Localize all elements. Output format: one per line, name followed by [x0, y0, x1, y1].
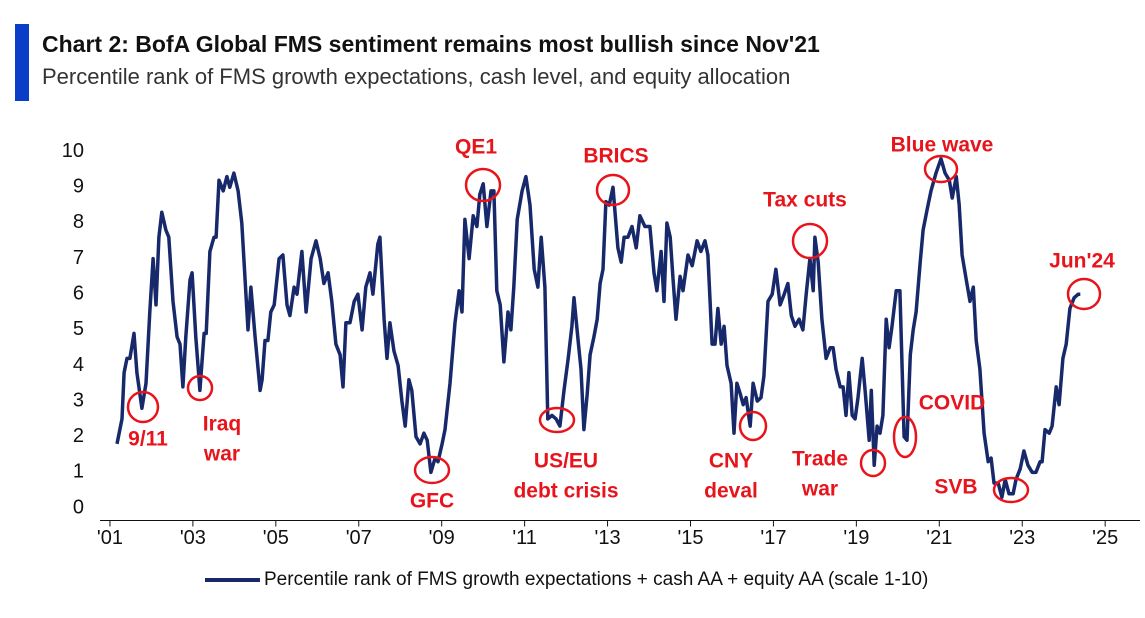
y-tick-label: 9: [73, 176, 84, 198]
annotation-label: 9/11: [128, 428, 168, 451]
x-tick-label: '11: [512, 527, 537, 549]
annotation-label: Tax cuts: [763, 189, 847, 212]
x-tick-label: '21: [926, 527, 952, 549]
y-tick-label: 7: [73, 247, 84, 269]
annotation-label: COVID: [919, 392, 986, 415]
y-tick-label: 10: [62, 140, 84, 162]
chart-subtitle: Percentile rank of FMS growth expectatio…: [42, 64, 790, 89]
annotation-label: debt crisis: [513, 480, 618, 503]
x-tick-label: '05: [263, 527, 289, 549]
annotation-label: GFC: [410, 490, 454, 513]
annotation-label: Blue wave: [891, 134, 994, 157]
annotation-circle: [413, 455, 451, 485]
y-tick-label: 6: [73, 283, 84, 305]
annotation-circle: [892, 415, 918, 459]
annotation-label: QE1: [455, 136, 497, 159]
annotation-label: CNY: [709, 450, 753, 473]
x-tick-label: '15: [677, 527, 703, 549]
annotation-label: US/EU: [534, 450, 598, 473]
y-tick-label: 5: [73, 318, 84, 340]
annotation-circle: [992, 476, 1030, 504]
y-tick-label: 2: [73, 425, 84, 447]
annotation-circle: [738, 410, 768, 442]
x-tick-label: '23: [1009, 527, 1035, 549]
annotation-circle: [595, 173, 631, 207]
annotation-label: war: [801, 478, 838, 501]
y-tick-label: 0: [73, 496, 84, 518]
x-tick-label: '07: [346, 527, 372, 549]
y-tick-label: 3: [73, 389, 84, 411]
title-accent: [15, 24, 29, 101]
annotation-circle: [126, 390, 160, 424]
annotation-circle: [538, 406, 576, 434]
y-tick-label: 4: [73, 354, 84, 376]
annotation-circle: [464, 167, 502, 203]
legend-label: Percentile rank of FMS growth expectatio…: [264, 569, 928, 590]
x-tick-label: '09: [429, 527, 455, 549]
chart-title: Chart 2: BofA Global FMS sentiment remai…: [42, 31, 820, 57]
annotation-label: Jun'24: [1049, 250, 1115, 273]
annotation-circle: [791, 222, 829, 260]
annotation-circle: [923, 154, 959, 184]
series-line: [115, 157, 1081, 500]
annotation-label: Trade: [792, 448, 848, 471]
x-tick-label: '03: [180, 527, 206, 549]
annotation-circle: [859, 448, 887, 478]
annotation-label: deval: [704, 480, 758, 503]
annotation-circle: [186, 374, 214, 402]
x-tick-label: '17: [760, 527, 786, 549]
annotation-label: SVB: [934, 476, 977, 499]
annotation-label: Iraq: [203, 413, 242, 436]
x-tick-label: '25: [1092, 527, 1118, 549]
annotation-label: BRICS: [583, 145, 648, 168]
y-tick-label: 1: [73, 461, 84, 483]
y-tick-label: 8: [73, 211, 84, 233]
x-tick-label: '01: [97, 527, 123, 549]
x-tick-label: '19: [843, 527, 869, 549]
annotation-label: war: [203, 443, 240, 466]
x-tick-label: '13: [595, 527, 621, 549]
annotation-circle: [1066, 277, 1102, 311]
